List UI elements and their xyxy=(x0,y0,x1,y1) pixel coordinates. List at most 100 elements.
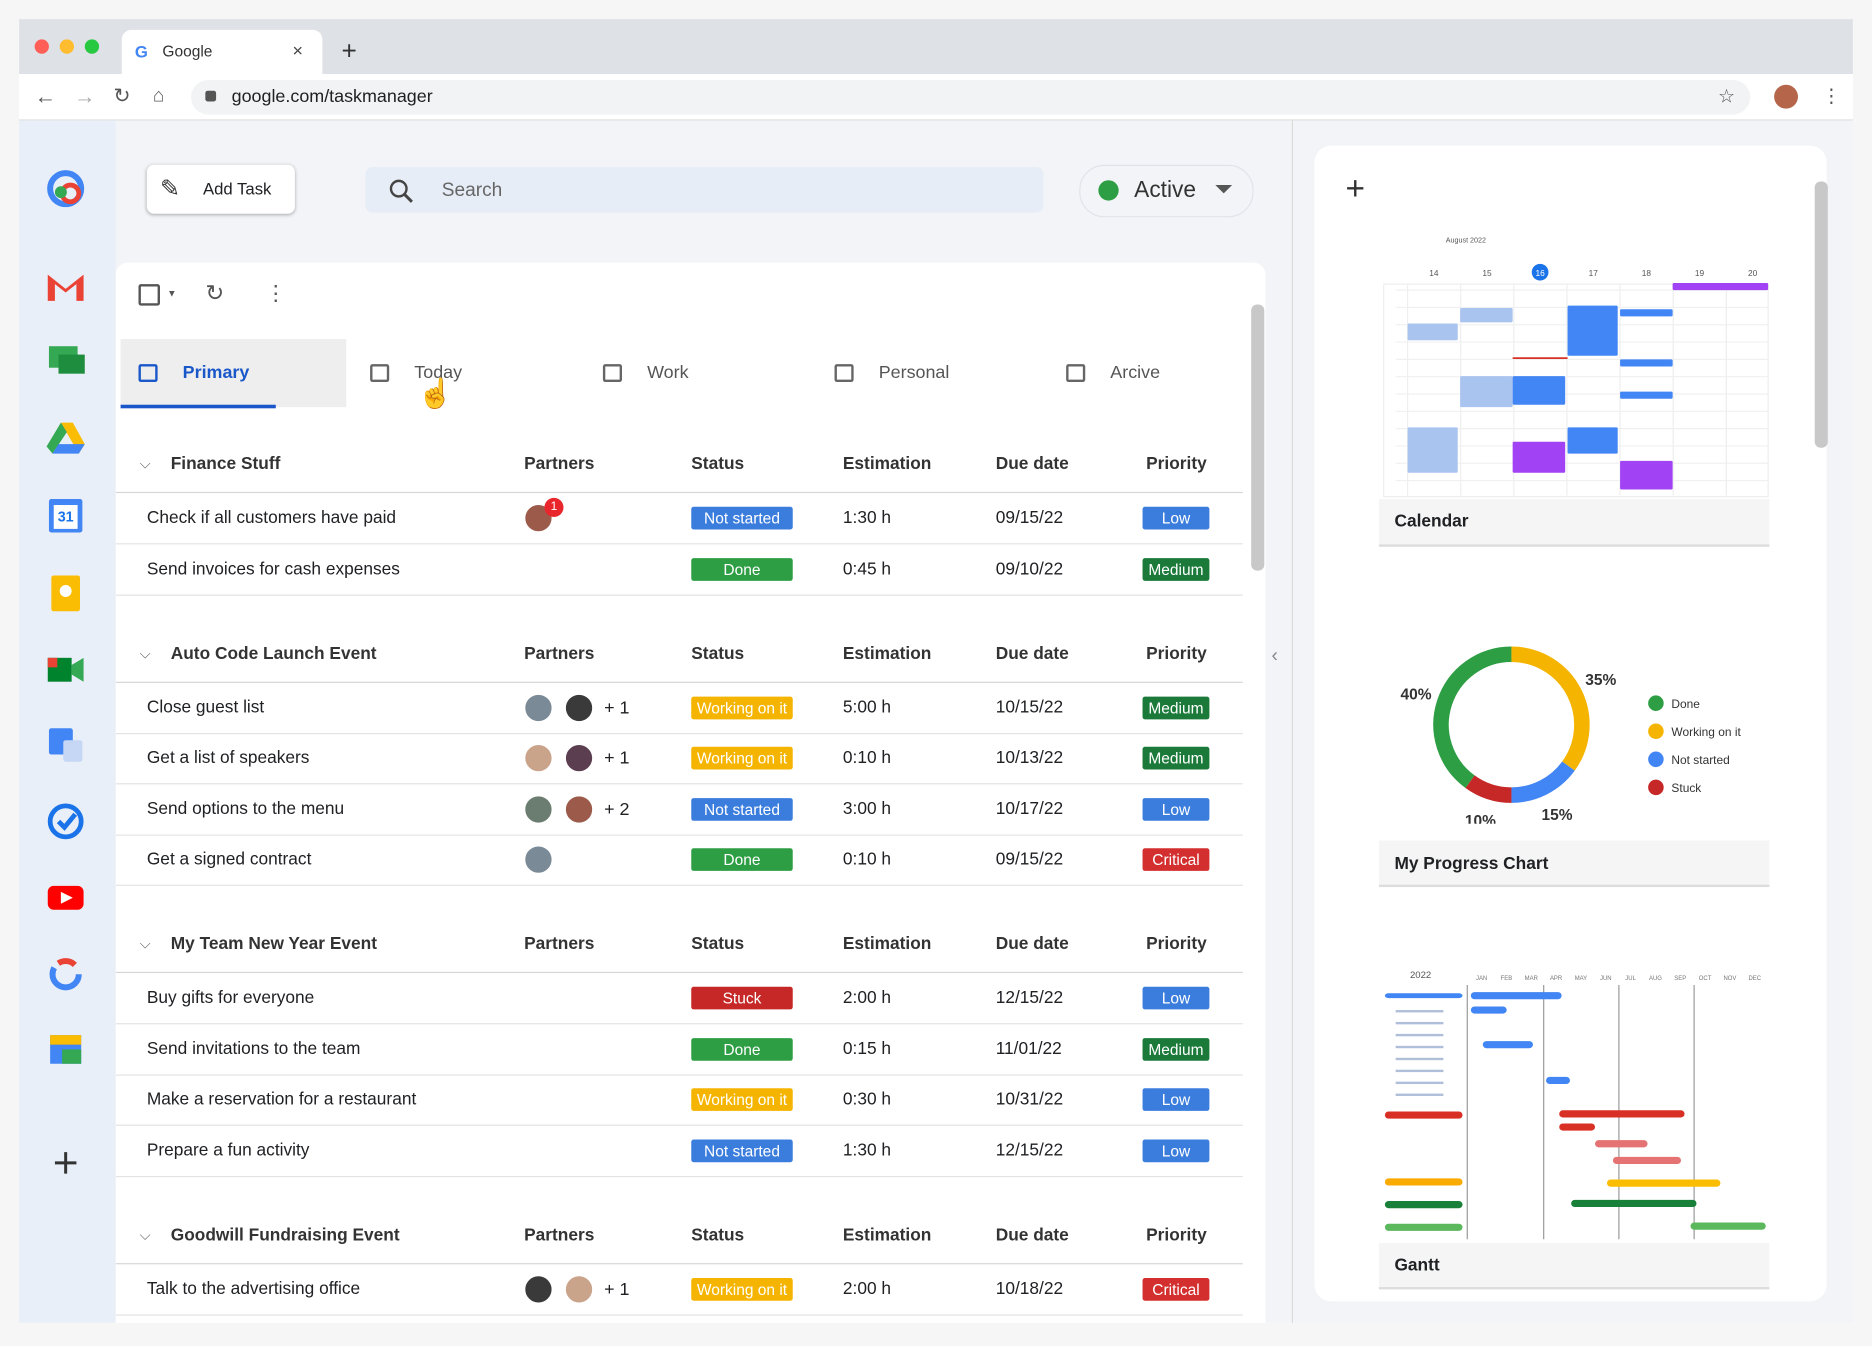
drive-icon[interactable] xyxy=(46,422,85,454)
keep-icon[interactable] xyxy=(51,575,80,612)
group-chevron[interactable]: ⌵ xyxy=(139,455,151,473)
gantt-year: 2022 xyxy=(1410,970,1431,981)
status-pill[interactable]: Done xyxy=(691,1037,793,1061)
tasks-icon[interactable] xyxy=(47,803,84,840)
close-dot[interactable] xyxy=(34,39,49,54)
menu[interactable]: ⋮ xyxy=(1821,87,1841,108)
scrollbar[interactable] xyxy=(1251,304,1265,571)
task-name[interactable]: Send options to the menu xyxy=(146,799,345,819)
priority-pill[interactable]: Critical xyxy=(1142,1277,1210,1301)
tab[interactable] xyxy=(121,29,323,75)
admin-icon[interactable] xyxy=(50,1035,82,1064)
gantt-month: SEP xyxy=(1674,976,1686,982)
priority-pill[interactable]: Low xyxy=(1142,1088,1210,1111)
status-pill[interactable]: Not started xyxy=(691,1138,793,1162)
row-line xyxy=(115,732,1243,734)
select-all[interactable] xyxy=(138,284,160,306)
collapse-left[interactable]: ‹ xyxy=(1271,645,1278,667)
add-app[interactable] xyxy=(54,1152,77,1174)
gmail-icon[interactable] xyxy=(47,274,84,301)
more-options[interactable]: ⋮ xyxy=(265,281,287,306)
status-pill[interactable]: Working on it xyxy=(691,696,793,719)
priority-pill[interactable]: Medium xyxy=(1142,746,1210,770)
address-bar[interactable] xyxy=(191,79,1751,115)
meet-icon[interactable] xyxy=(47,657,84,682)
tab-label[interactable]: Primary xyxy=(182,362,250,383)
group-name[interactable]: Auto Code Launch Event xyxy=(170,644,377,664)
new-tab[interactable]: + xyxy=(341,35,357,66)
status-pill[interactable]: Stuck xyxy=(691,986,793,1010)
min-dot[interactable] xyxy=(59,39,75,54)
status-pill[interactable]: Done xyxy=(691,557,793,581)
status-pill[interactable]: Done xyxy=(691,848,793,871)
url[interactable]: google.com/taskmanager xyxy=(231,86,433,107)
task-name[interactable]: Check if all customers have paid xyxy=(146,508,397,528)
gantt-bar xyxy=(1559,1123,1596,1131)
group-chevron[interactable]: ⌵ xyxy=(139,644,151,662)
calendar-event xyxy=(1620,460,1673,490)
max-dot[interactable] xyxy=(84,39,100,54)
chat-icon[interactable] xyxy=(48,346,85,374)
add-task-button[interactable] xyxy=(146,164,295,214)
tab-label[interactable]: Work xyxy=(647,362,689,383)
tab-label[interactable]: Personal xyxy=(878,362,950,383)
task-name[interactable]: Get a list of speakers xyxy=(146,748,310,768)
profile[interactable] xyxy=(1774,84,1798,109)
group-name[interactable]: Finance Stuff xyxy=(170,454,281,474)
task-name[interactable]: Talk to the advertising office xyxy=(146,1279,361,1299)
due-date: 10/13/22 xyxy=(995,748,1064,768)
task-name[interactable]: Make a reservation for a restaurant xyxy=(146,1090,417,1110)
home[interactable]: ⌂ xyxy=(152,85,165,107)
group-name[interactable]: Goodwill Fundraising Event xyxy=(170,1225,400,1245)
gantt-thumbnail[interactable]: 2022 JAN FEB MAR APR MAY JUN JUL AUG SEP OCT NOV DE… xyxy=(1379,967,1771,1242)
translate-icon[interactable] xyxy=(48,728,83,762)
priority-pill[interactable]: Medium xyxy=(1142,557,1210,581)
task-name[interactable]: Send invoices for cash expenses xyxy=(146,559,400,579)
group-chevron[interactable]: ⌵ xyxy=(139,935,151,953)
priority-pill[interactable]: Low xyxy=(1142,506,1210,530)
search-box[interactable] xyxy=(365,167,1044,213)
priority-pill[interactable]: Medium xyxy=(1142,696,1210,719)
forward[interactable]: → xyxy=(74,84,96,109)
avatar xyxy=(524,794,553,824)
calendar-thumbnail[interactable]: August 2022 14 15 16 17 18 19 20 xyxy=(1379,230,1771,499)
bookmark[interactable]: ☆ xyxy=(1717,87,1736,108)
tab-close[interactable]: × xyxy=(292,41,303,62)
status-pill[interactable]: Working on it xyxy=(691,746,793,770)
gantt-month: MAR xyxy=(1525,976,1539,982)
priority-pill[interactable]: Low xyxy=(1142,986,1210,1010)
task-name[interactable]: Buy gifts for everyone xyxy=(146,988,315,1008)
back[interactable]: ← xyxy=(34,84,57,109)
panel-scrollbar[interactable] xyxy=(1814,181,1828,448)
column-header: Status xyxy=(691,934,745,954)
group-chevron[interactable]: ⌵ xyxy=(139,1226,151,1243)
group-name[interactable]: My Team New Year Event xyxy=(170,934,377,954)
app-icon[interactable] xyxy=(47,170,85,208)
tab-favicon: G xyxy=(134,41,148,61)
progress-title-bar xyxy=(1378,840,1770,888)
priority-pill[interactable]: Critical xyxy=(1142,848,1210,871)
task-name[interactable]: Get a signed contract xyxy=(146,850,312,870)
analytics-icon[interactable] xyxy=(49,958,82,991)
task-name[interactable]: Close guest list xyxy=(146,697,265,717)
due-date: 10/15/22 xyxy=(995,697,1064,717)
priority-pill[interactable]: Medium xyxy=(1142,1037,1210,1061)
status-pill[interactable]: Not started xyxy=(691,506,793,530)
estimation: 1:30 h xyxy=(842,1140,892,1160)
status-pill[interactable]: Working on it xyxy=(691,1088,793,1111)
select-dropdown[interactable]: ▼ xyxy=(167,288,177,300)
reload[interactable]: ↻ xyxy=(113,84,131,108)
priority-pill[interactable]: Low xyxy=(1142,797,1210,821)
add-widget[interactable]: + xyxy=(1345,169,1366,207)
youtube-icon[interactable] xyxy=(47,885,84,910)
tab-label[interactable]: Arcive xyxy=(1110,362,1161,383)
calendar-icon[interactable]: 31 xyxy=(48,499,83,533)
refresh[interactable]: ↻ xyxy=(205,281,225,307)
task-name[interactable]: Send invitations to the team xyxy=(146,1039,361,1059)
status-pill[interactable]: Not started xyxy=(691,797,793,821)
priority-pill[interactable]: Low xyxy=(1142,1138,1210,1162)
task-name[interactable]: Prepare a fun activity xyxy=(146,1140,310,1160)
task-card xyxy=(115,262,1266,1323)
tab-label[interactable]: Today xyxy=(414,362,463,383)
status-pill[interactable]: Working on it xyxy=(691,1277,793,1301)
